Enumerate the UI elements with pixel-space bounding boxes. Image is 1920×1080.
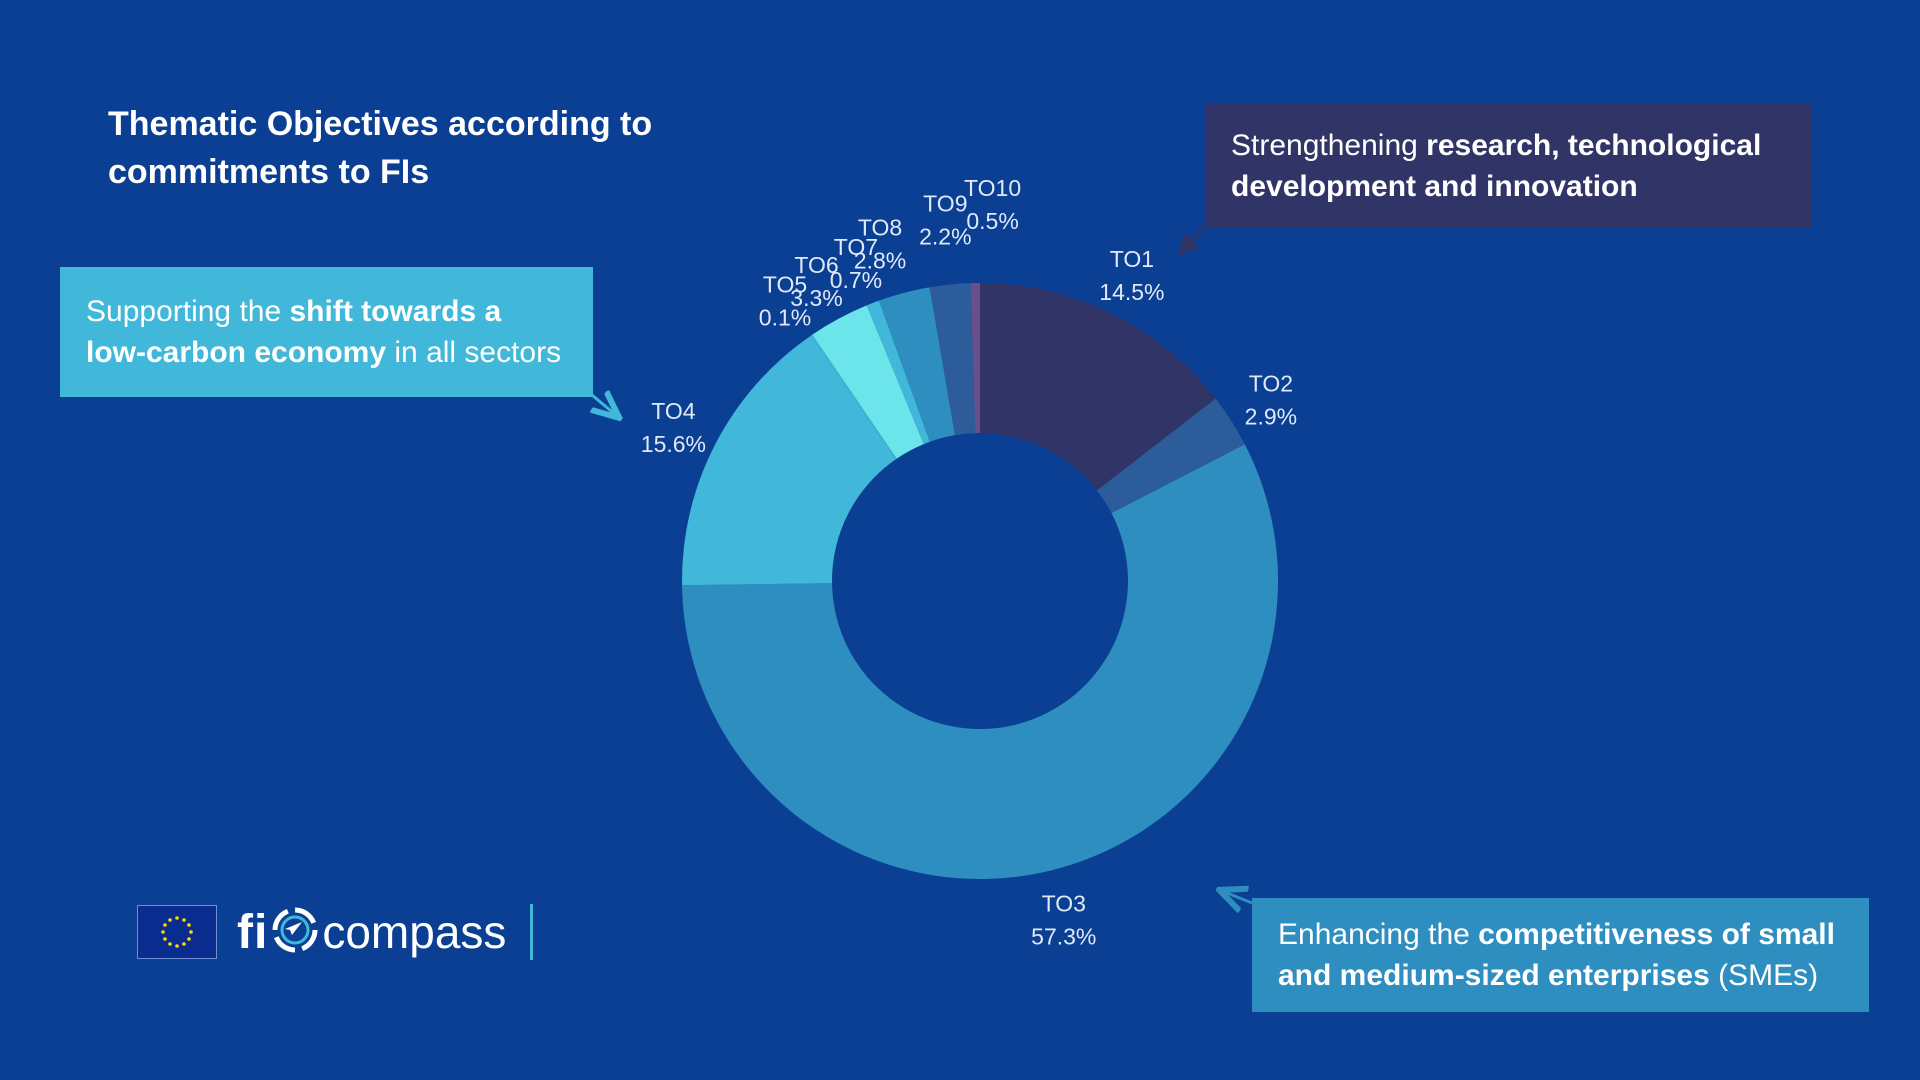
callout-lowcarbon-post: in all sectors bbox=[386, 336, 562, 369]
donut-slice-to8 bbox=[878, 287, 955, 442]
label-to5-value: 0.1% bbox=[759, 304, 811, 330]
chart-title: Thematic Objectives according to commitm… bbox=[108, 105, 653, 191]
label-to4-name: TO4 bbox=[651, 398, 696, 424]
label-to9-value: 2.2% bbox=[919, 224, 971, 250]
donut-slice-to9 bbox=[929, 283, 976, 436]
label-to6-value: 3.3% bbox=[790, 285, 842, 311]
donut-labels: TO1 14.5% TO2 2.9% TO3 57.3% TO4 15.6% TO5 0.1% TO… bbox=[641, 175, 1297, 950]
label-to10-value: 0.5% bbox=[966, 208, 1018, 234]
callout-sme-post: (SMEs) bbox=[1709, 959, 1819, 992]
callout-lowcarbon-pointer bbox=[592, 395, 617, 416]
label-to2-name: TO2 bbox=[1249, 371, 1293, 397]
donut-slice-to5 bbox=[810, 334, 897, 460]
callout-sme-pre: Enhancing the bbox=[1278, 918, 1479, 951]
label-to3-value: 57.3% bbox=[1031, 924, 1096, 950]
donut-slices bbox=[682, 283, 1278, 880]
callout-sme-pointer bbox=[1222, 891, 1253, 903]
label-to4-value: 15.6% bbox=[641, 431, 706, 457]
eu-flag-icon bbox=[137, 905, 217, 959]
label-to9-name: TO9 bbox=[923, 191, 967, 217]
callout-research-pointer bbox=[1178, 224, 1207, 256]
donut-slice-to2 bbox=[1097, 398, 1245, 514]
donut-slice-to3 bbox=[682, 444, 1278, 880]
callout-sme-bold: competitiveness of small and medium-size… bbox=[1278, 918, 1835, 992]
brand-fi: fi bbox=[237, 905, 269, 959]
donut-slice-to7 bbox=[866, 300, 930, 445]
callout-sme: Enhancing the competitiveness of small a… bbox=[1252, 898, 1869, 1012]
callout-research: Strengthening research, technological de… bbox=[1205, 104, 1812, 227]
footer-brand: fi compass bbox=[137, 902, 534, 962]
donut-slice-to1 bbox=[980, 283, 1216, 491]
label-to2-value: 2.9% bbox=[1245, 404, 1297, 430]
donut-slice-to10 bbox=[970, 283, 980, 434]
footer-divider bbox=[530, 904, 534, 960]
label-to5-name: TO5 bbox=[763, 271, 807, 297]
callout-research-bold: research, technological development and … bbox=[1231, 128, 1762, 203]
label-to10-name: TO10 bbox=[964, 175, 1021, 201]
compass-icon bbox=[270, 905, 320, 960]
label-to3-name: TO3 bbox=[1042, 891, 1086, 917]
donut-slice-to4 bbox=[682, 335, 896, 586]
label-to8-name: TO8 bbox=[858, 214, 902, 240]
callout-research-pre: Strengthening bbox=[1231, 128, 1427, 162]
callout-lowcarbon-pre: Supporting the bbox=[86, 295, 290, 328]
label-to1-name: TO1 bbox=[1110, 246, 1154, 272]
donut-slice-to6 bbox=[812, 305, 924, 459]
label-to8-value: 2.8% bbox=[854, 247, 906, 273]
label-to7-name: TO7 bbox=[834, 234, 878, 260]
callout-lowcarbon-bold: shift towards a low-carbon economy bbox=[86, 295, 502, 369]
label-to6-name: TO6 bbox=[794, 252, 838, 278]
label-to1-value: 14.5% bbox=[1099, 279, 1164, 305]
label-to7-value: 0.7% bbox=[830, 267, 882, 293]
callout-lowcarbon: Supporting the shift towards a low-carbo… bbox=[60, 267, 593, 397]
brand-compass: compass bbox=[322, 906, 507, 958]
